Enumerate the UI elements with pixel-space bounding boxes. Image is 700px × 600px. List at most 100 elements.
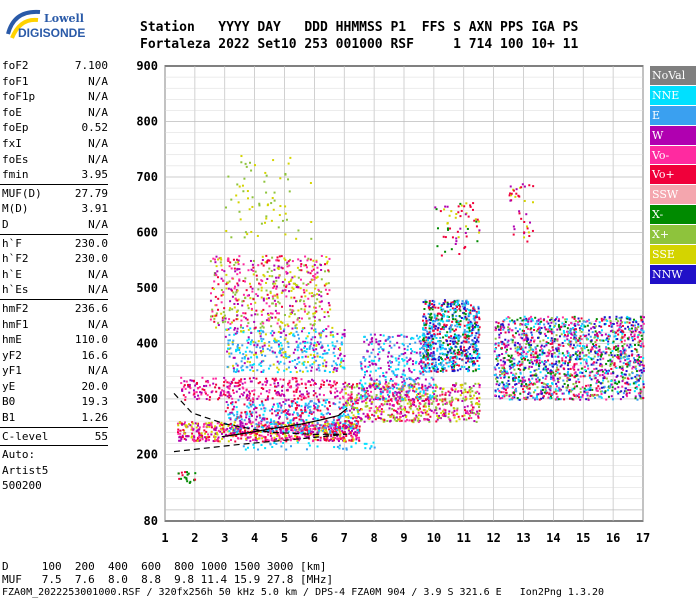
echo-point [619, 339, 622, 342]
echo-point [561, 316, 564, 319]
echo-point [238, 271, 241, 274]
echo-point [271, 432, 274, 435]
parameter-value: 27.79 [74, 186, 108, 200]
echo-point [411, 350, 414, 353]
echo-point [251, 287, 254, 290]
echo-point [232, 370, 235, 373]
echo-point [300, 429, 303, 432]
auto-label: Auto: [2, 448, 36, 462]
echo-point [331, 330, 334, 333]
echo-point [313, 312, 316, 315]
echo-point [563, 354, 566, 357]
echo-point [626, 395, 629, 398]
echo-point [363, 387, 366, 390]
echo-point [342, 359, 345, 362]
echo-point [285, 357, 288, 360]
echo-point [466, 351, 469, 354]
echo-point [464, 395, 467, 398]
echo-point [233, 263, 236, 266]
echo-point [342, 424, 345, 427]
echo-point [277, 265, 280, 268]
parameter-name: fmin [2, 168, 29, 182]
echo-point [518, 360, 521, 363]
echo-point [416, 395, 419, 398]
echo-point [333, 439, 336, 442]
echo-point [304, 255, 307, 258]
echo-point [240, 437, 243, 440]
echo-point [201, 376, 204, 379]
echo-point [477, 415, 480, 418]
echo-point [233, 302, 236, 305]
echo-point [368, 364, 371, 367]
echo-point [279, 422, 282, 425]
echo-point [465, 299, 468, 302]
echo-point [313, 263, 316, 266]
echo-point [442, 413, 445, 416]
echo-point [228, 309, 231, 312]
echo-point [589, 376, 592, 379]
parameter-name: B0 [2, 395, 16, 409]
echo-point [383, 342, 386, 345]
echo-point [556, 371, 559, 374]
echo-point [282, 427, 285, 430]
echo-point [476, 390, 479, 393]
echo-point [499, 359, 502, 362]
echo-point [194, 422, 197, 425]
echo-point [447, 365, 450, 368]
logo-line1: Lowell [44, 12, 84, 25]
echo-point [296, 425, 299, 428]
echo-point [326, 424, 329, 427]
echo-point [231, 343, 234, 346]
echo-point [419, 354, 422, 357]
echo-point [307, 392, 310, 395]
echo-point [435, 370, 438, 373]
echo-point [304, 426, 307, 429]
echo-point [415, 390, 418, 393]
parameter-name: foF1p [2, 90, 36, 104]
echo-point [370, 342, 373, 345]
echo-point [259, 322, 262, 325]
echo-point [370, 359, 373, 362]
echo-point [305, 266, 308, 269]
echo-point [388, 344, 391, 347]
echo-point [462, 302, 465, 305]
echo-point [220, 277, 223, 280]
echo-point [270, 346, 273, 349]
echo-point [294, 327, 297, 330]
echo-point [379, 390, 382, 393]
echo-point [449, 326, 452, 329]
parameter-value: N/A [88, 217, 108, 231]
echo-point [236, 289, 239, 292]
echo-point [519, 348, 522, 351]
echo-point [401, 358, 404, 361]
echo-point [188, 423, 191, 426]
echo-point [315, 425, 318, 428]
echo-point [308, 425, 311, 428]
echo-point [563, 382, 566, 385]
echo-point [338, 426, 341, 429]
echo-point [642, 364, 645, 367]
echo-point [456, 409, 459, 412]
echo-point [433, 396, 436, 399]
echo-point [447, 305, 450, 308]
echo-point [435, 399, 438, 402]
echo-point [301, 351, 304, 354]
echo-point [386, 387, 389, 390]
echo-point [226, 281, 229, 284]
echo-point [390, 361, 393, 364]
echo-point [444, 393, 447, 396]
echo-point [312, 329, 315, 332]
echo-point [446, 344, 449, 347]
echo-point [360, 417, 363, 420]
echo-point [341, 366, 344, 369]
echo-point [549, 319, 552, 322]
echo-point [220, 421, 223, 424]
echo-point [333, 345, 336, 348]
echo-point [309, 432, 312, 435]
echo-point [366, 404, 369, 407]
echo-point [477, 336, 480, 339]
echo-point [459, 309, 462, 312]
echo-point [433, 303, 436, 306]
echo-point [501, 395, 504, 398]
echo-point [242, 331, 245, 334]
